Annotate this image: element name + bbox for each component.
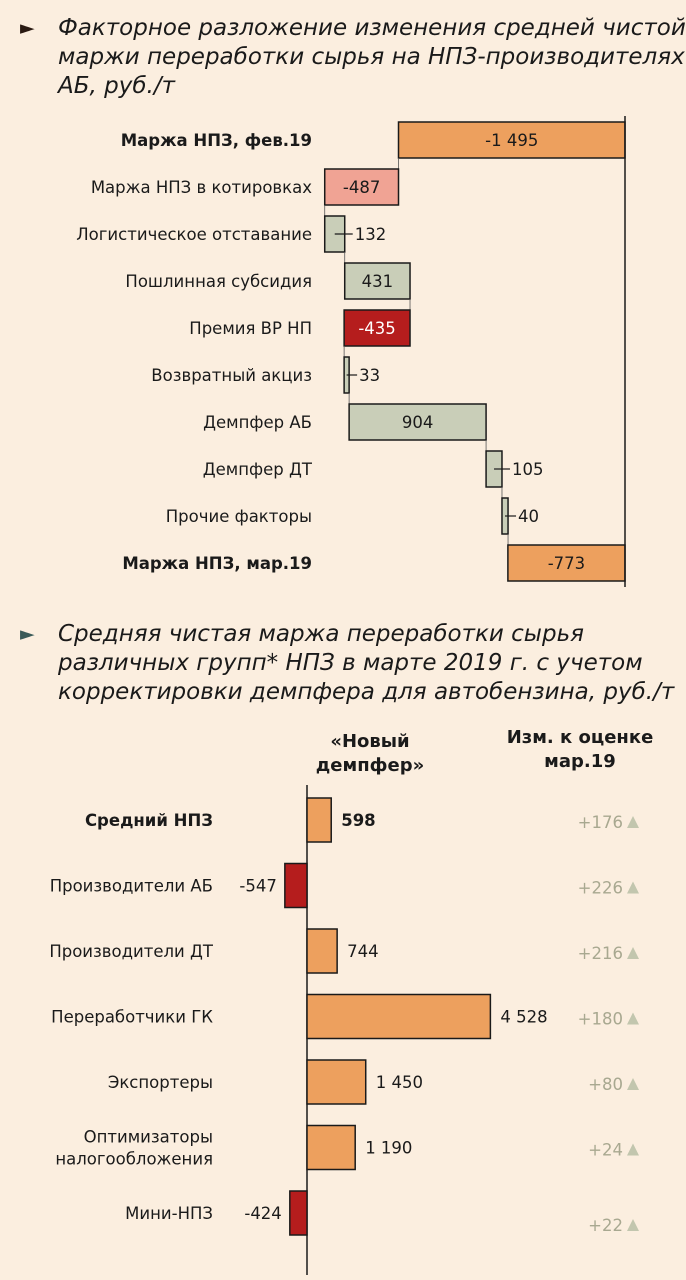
up-triangle-icon	[627, 1012, 639, 1025]
bar-category-label: Мини-НПЗ	[125, 1204, 213, 1223]
chart1-title: Факторное разложение изменения средней ч…	[58, 14, 686, 101]
bar-data-label: 1 450	[376, 1073, 423, 1092]
change-value: +176	[578, 813, 623, 832]
waterfall-data-label: -487	[343, 178, 380, 197]
waterfall-data-label: 33	[359, 366, 380, 385]
waterfall-data-label: -1 495	[485, 131, 538, 150]
title-marker-1-icon: ►	[20, 17, 35, 39]
change-value: +24	[588, 1141, 623, 1160]
bar	[306, 1059, 367, 1105]
change-value: +226	[578, 879, 623, 898]
waterfall-category-label: Маржа НПЗ, мар.19	[122, 554, 312, 573]
up-triangle-icon	[627, 816, 639, 828]
waterfall-bar	[397, 121, 626, 159]
up-triangle-icon	[627, 881, 639, 894]
waterfall-data-label: -773	[548, 554, 585, 573]
bar	[284, 862, 308, 909]
change-header-line: Изм. к оценке	[506, 727, 654, 748]
up-triangle-icon	[627, 1143, 639, 1156]
chart2-title-line: различных групп* НПЗ в марте 2019 г. с у…	[58, 650, 643, 676]
bar-data-label: 598	[341, 811, 375, 830]
chart2-title-line: корректировки демпфера для автобензина, …	[58, 679, 675, 705]
bar	[306, 1124, 356, 1171]
bar-category-label: Средний НПЗ	[85, 811, 213, 830]
waterfall-data-label: -435	[358, 319, 395, 338]
waterfall-bar	[343, 309, 411, 347]
bar	[306, 797, 332, 843]
bar-data-label: -424	[244, 1204, 281, 1223]
bar-category-label: Оптимизаторы	[84, 1128, 213, 1147]
bar-data-label: -547	[239, 877, 276, 896]
bar-chart: Средний НПЗ 598 +176 Производители АБ -547 +2…	[49, 785, 639, 1275]
up-triangle-icon	[627, 1078, 639, 1090]
waterfall-category-label: Прочие факторы	[166, 507, 312, 526]
bar-data-label: 1 190	[365, 1139, 412, 1158]
change-value: +216	[578, 944, 623, 963]
column-header-line: демпфер»	[315, 755, 425, 776]
bar-category-label: Экспортеры	[108, 1073, 213, 1092]
waterfall-data-label: 431	[362, 272, 394, 291]
waterfall-data-label: 40	[518, 507, 539, 526]
bar-category-label: Производители ДТ	[49, 942, 214, 961]
change-header-line: мар.19	[544, 751, 616, 772]
bar-category-label: Производители АБ	[50, 877, 213, 896]
chart1-title-line: АБ, руб./т	[58, 73, 175, 99]
bar-data-label: 4 528	[500, 1008, 547, 1027]
chart2-title: Средняя чистая маржа переработки сырья р…	[58, 620, 674, 707]
bar-category-label: налогообложения	[55, 1150, 213, 1169]
change-value: +80	[588, 1075, 623, 1094]
waterfall-category-label: Маржа НПЗ, фев.19	[121, 131, 312, 150]
up-triangle-icon	[627, 1219, 639, 1231]
bar	[289, 1190, 308, 1236]
waterfall-category-label: Возвратный акциз	[151, 366, 312, 385]
waterfall-bar	[348, 403, 487, 441]
title-marker-2-icon: ►	[20, 623, 35, 645]
change-value: +180	[578, 1010, 623, 1029]
waterfall-data-label: 904	[402, 413, 434, 432]
waterfall-category-label: Логистическое отставание	[76, 225, 312, 244]
waterfall-category-label: Демпфер ДТ	[203, 460, 313, 479]
change-value: +22	[588, 1216, 623, 1235]
bar-data-label: 744	[347, 942, 379, 961]
waterfall-category-label: Маржа НПЗ в котировках	[91, 178, 312, 197]
waterfall-category-label: Премия ВР НП	[189, 319, 312, 338]
column-header-line: «Новый	[330, 731, 410, 752]
waterfall-chart: Маржа НПЗ, фев.19 -1 495 Маржа НПЗ в котир…	[76, 116, 626, 587]
change-header: Изм. к оценке мар.19	[490, 726, 670, 774]
waterfall-data-label: 132	[355, 225, 387, 244]
chart1-title-line: Факторное разложение изменения средней ч…	[58, 15, 686, 41]
waterfall-category-label: Демпфер АБ	[203, 413, 312, 432]
waterfall-bar	[323, 168, 400, 206]
waterfall-bar	[343, 262, 411, 300]
waterfall-category-label: Пошлинная субсидия	[125, 272, 312, 291]
chart1-title-line: маржи переработки сырья на НПЗ-производи…	[58, 44, 685, 70]
up-triangle-icon	[627, 947, 639, 959]
bar	[306, 928, 338, 974]
waterfall-data-label: 105	[512, 460, 544, 479]
bar-category-label: Переработчики ГК	[51, 1008, 213, 1027]
chart2-title-line: Средняя чистая маржа переработки сырья	[58, 621, 584, 647]
bar	[306, 993, 492, 1040]
column-header: «Новый демпфер»	[300, 730, 440, 778]
